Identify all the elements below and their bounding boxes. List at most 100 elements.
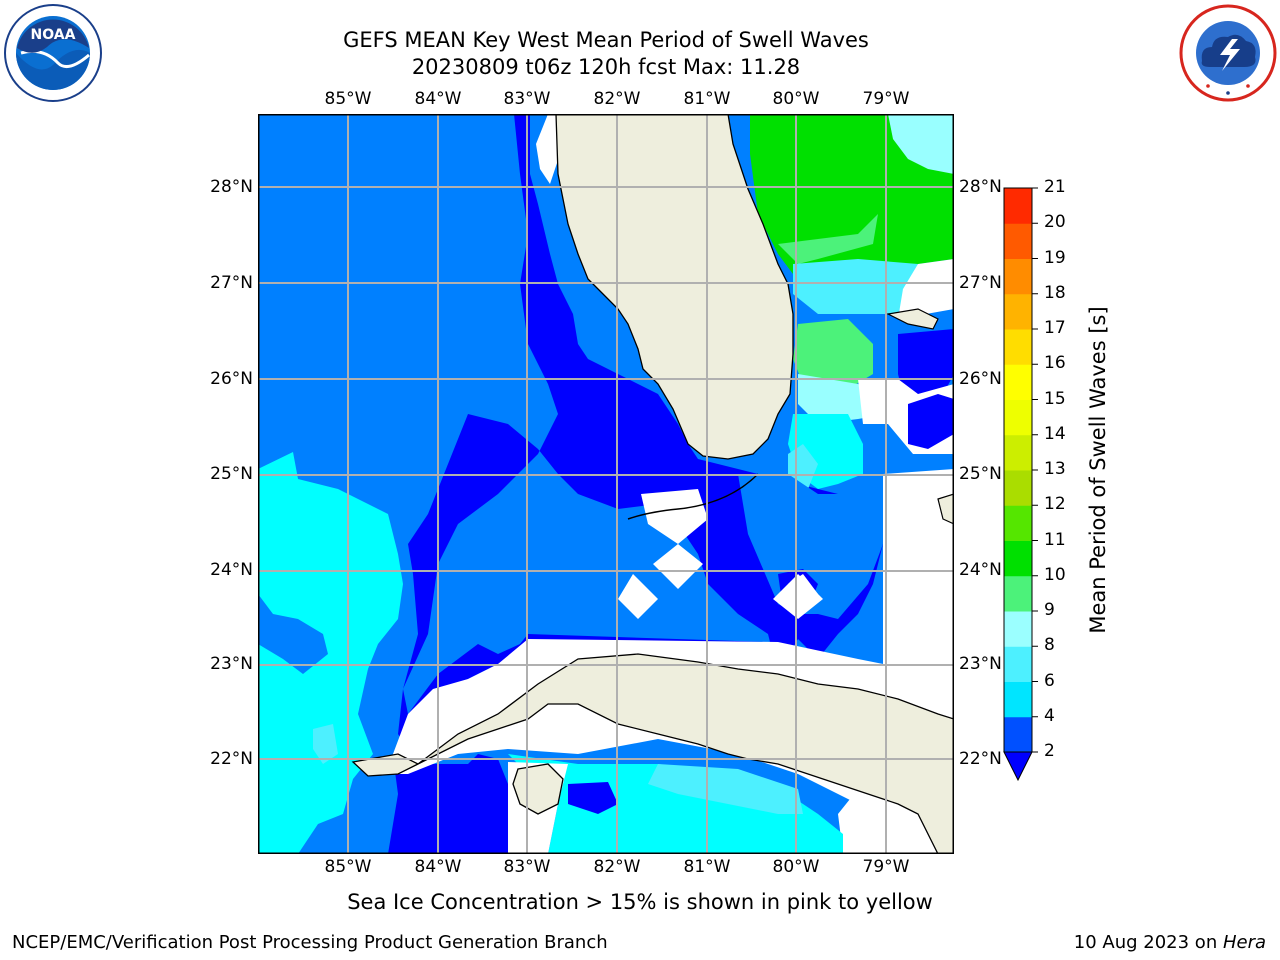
colorbar-swatch xyxy=(1004,258,1032,295)
colorbar-swatch xyxy=(1004,611,1032,647)
lat-tick-left: 27°N xyxy=(210,273,253,293)
blue-region-east xyxy=(738,474,883,619)
lat-tick-right: 28°N xyxy=(959,177,1002,197)
deep-blue-bahamas-east xyxy=(908,394,954,449)
colorbar-swatch xyxy=(1004,434,1032,471)
colorbar-tick-label: 16 xyxy=(1044,353,1066,374)
blue-patch-west xyxy=(258,594,328,674)
footer-branch: NCEP/EMC/Verification Post Processing Pr… xyxy=(12,932,608,953)
lon-tick-top: 79°W xyxy=(862,89,910,109)
colorbar-swatch xyxy=(1004,505,1032,541)
colorbar-label-text: Mean Period of Swell Waves [s] xyxy=(1086,306,1110,634)
colorbar-tick-label: 21 xyxy=(1044,177,1066,197)
andros-island xyxy=(937,493,954,525)
colorbar-tick-label: 12 xyxy=(1044,494,1066,515)
noaa-logo: NOAA xyxy=(4,4,102,102)
colorbar-swatch xyxy=(1004,293,1032,330)
colorbar-tick-label: 8 xyxy=(1044,635,1055,656)
colorbar-swatch xyxy=(1004,188,1032,224)
cyan-region-west xyxy=(258,452,403,854)
cuba-landmass xyxy=(351,653,954,854)
colorbar-tick-label: 2 xyxy=(1044,741,1055,761)
light-green-patch-north xyxy=(778,214,878,264)
masked-coast-strip xyxy=(536,114,560,184)
cyan-region-south xyxy=(508,754,843,854)
lat-tick-left: 24°N xyxy=(210,560,253,580)
grand-bahama-island xyxy=(886,308,939,330)
nws-logo xyxy=(1179,4,1277,102)
lon-tick-top: 81°W xyxy=(683,89,731,109)
masked-square-2 xyxy=(618,574,658,619)
colorbar-swatch xyxy=(1004,716,1032,753)
colorbar-extend-min xyxy=(1003,751,1033,782)
lat-tick-left: 22°N xyxy=(210,749,253,769)
colorbar-swatch xyxy=(1004,575,1032,612)
lat-tick-right: 22°N xyxy=(959,749,1002,769)
lat-tick-right: 23°N xyxy=(959,654,1002,674)
colorbar-tick-label: 9 xyxy=(1044,600,1055,620)
light-cyan-patch-west xyxy=(313,724,338,764)
colorbar-tick-label: 15 xyxy=(1044,388,1066,409)
lat-tick-right: 25°N xyxy=(959,464,1002,484)
colorbar-tick-label: 10 xyxy=(1044,564,1066,585)
lon-tick-bottom: 80°W xyxy=(772,857,820,877)
lon-tick-bottom: 85°W xyxy=(324,857,372,877)
swell-period-map xyxy=(258,114,954,854)
colorbar-swatch xyxy=(1004,329,1032,365)
isla-de-la-juventud xyxy=(512,763,564,815)
lat-tick-right: 24°N xyxy=(959,560,1002,580)
noaa-logo-text: NOAA xyxy=(31,27,76,43)
florida-keys xyxy=(627,473,759,520)
light-cyan-patch-south xyxy=(648,764,803,814)
colorbar-swatch xyxy=(1004,223,1032,259)
colorbar-tick-label: 13 xyxy=(1044,459,1066,479)
lat-tick-left: 25°N xyxy=(210,464,253,484)
lon-tick-top: 84°W xyxy=(414,89,462,109)
masked-keys xyxy=(641,489,708,544)
chart-subtitle: 20230809 t06z 120h fcst Max: 11.28 xyxy=(411,55,801,79)
colorbar-tick-label: 18 xyxy=(1044,282,1066,303)
map-border xyxy=(258,114,954,854)
colorbar xyxy=(1003,187,1038,782)
colorbar-swatch xyxy=(1004,681,1032,718)
footer-machine: Hera xyxy=(1222,932,1266,953)
map-gridlines xyxy=(258,114,954,854)
lat-tick-left: 28°N xyxy=(210,177,253,197)
lon-tick-top: 83°W xyxy=(503,89,551,109)
lon-tick-bottom: 83°W xyxy=(503,857,551,877)
colorbar-swatch xyxy=(1004,470,1032,506)
colorbar-swatch xyxy=(1004,646,1032,682)
light-green-patch-mid xyxy=(793,319,873,389)
lat-tick-right: 26°N xyxy=(959,369,1002,389)
deep-blue-patch-south xyxy=(568,782,618,814)
colorbar-tick-label: 19 xyxy=(1044,247,1066,268)
light-cyan-patch-ne xyxy=(888,114,954,174)
colorbar-tick-label: 4 xyxy=(1044,705,1055,726)
colorbar-swatch xyxy=(1004,364,1032,400)
colorbar-tick-label: 17 xyxy=(1044,318,1066,338)
masked-grand-bahama xyxy=(898,259,954,319)
lat-tick-right: 27°N xyxy=(959,273,1002,293)
footer-date-text: 10 Aug 2023 on xyxy=(1073,932,1223,953)
colorbar-swatch xyxy=(1004,540,1032,577)
lon-tick-bottom: 84°W xyxy=(414,857,462,877)
colorbar-tick-label: 11 xyxy=(1044,529,1066,550)
colorbar-tick-label: 20 xyxy=(1044,212,1066,233)
cyan-band-mid xyxy=(793,259,918,314)
footer-date: 10 Aug 2023 on Hera xyxy=(1074,932,1266,953)
lon-tick-bottom: 81°W xyxy=(683,857,731,877)
lon-tick-bottom: 79°W xyxy=(862,857,910,877)
chart-title: GEFS MEAN Key West Mean Period of Swell … xyxy=(343,28,869,52)
masked-square-3 xyxy=(773,574,823,619)
lon-tick-top: 82°W xyxy=(593,89,641,109)
colorbar-tick-label: 6 xyxy=(1044,670,1055,691)
lon-tick-top: 85°W xyxy=(324,89,372,109)
sea-ice-note: Sea Ice Concentration > 15% is shown in … xyxy=(347,890,933,914)
lat-tick-left: 23°N xyxy=(210,654,253,674)
lon-tick-bottom: 82°W xyxy=(593,857,641,877)
florida-landmass xyxy=(555,114,794,460)
masked-square-1 xyxy=(653,544,703,589)
colorbar-tick-label: 14 xyxy=(1044,423,1066,444)
lon-tick-top: 80°W xyxy=(772,89,820,109)
lat-tick-left: 26°N xyxy=(210,369,253,389)
